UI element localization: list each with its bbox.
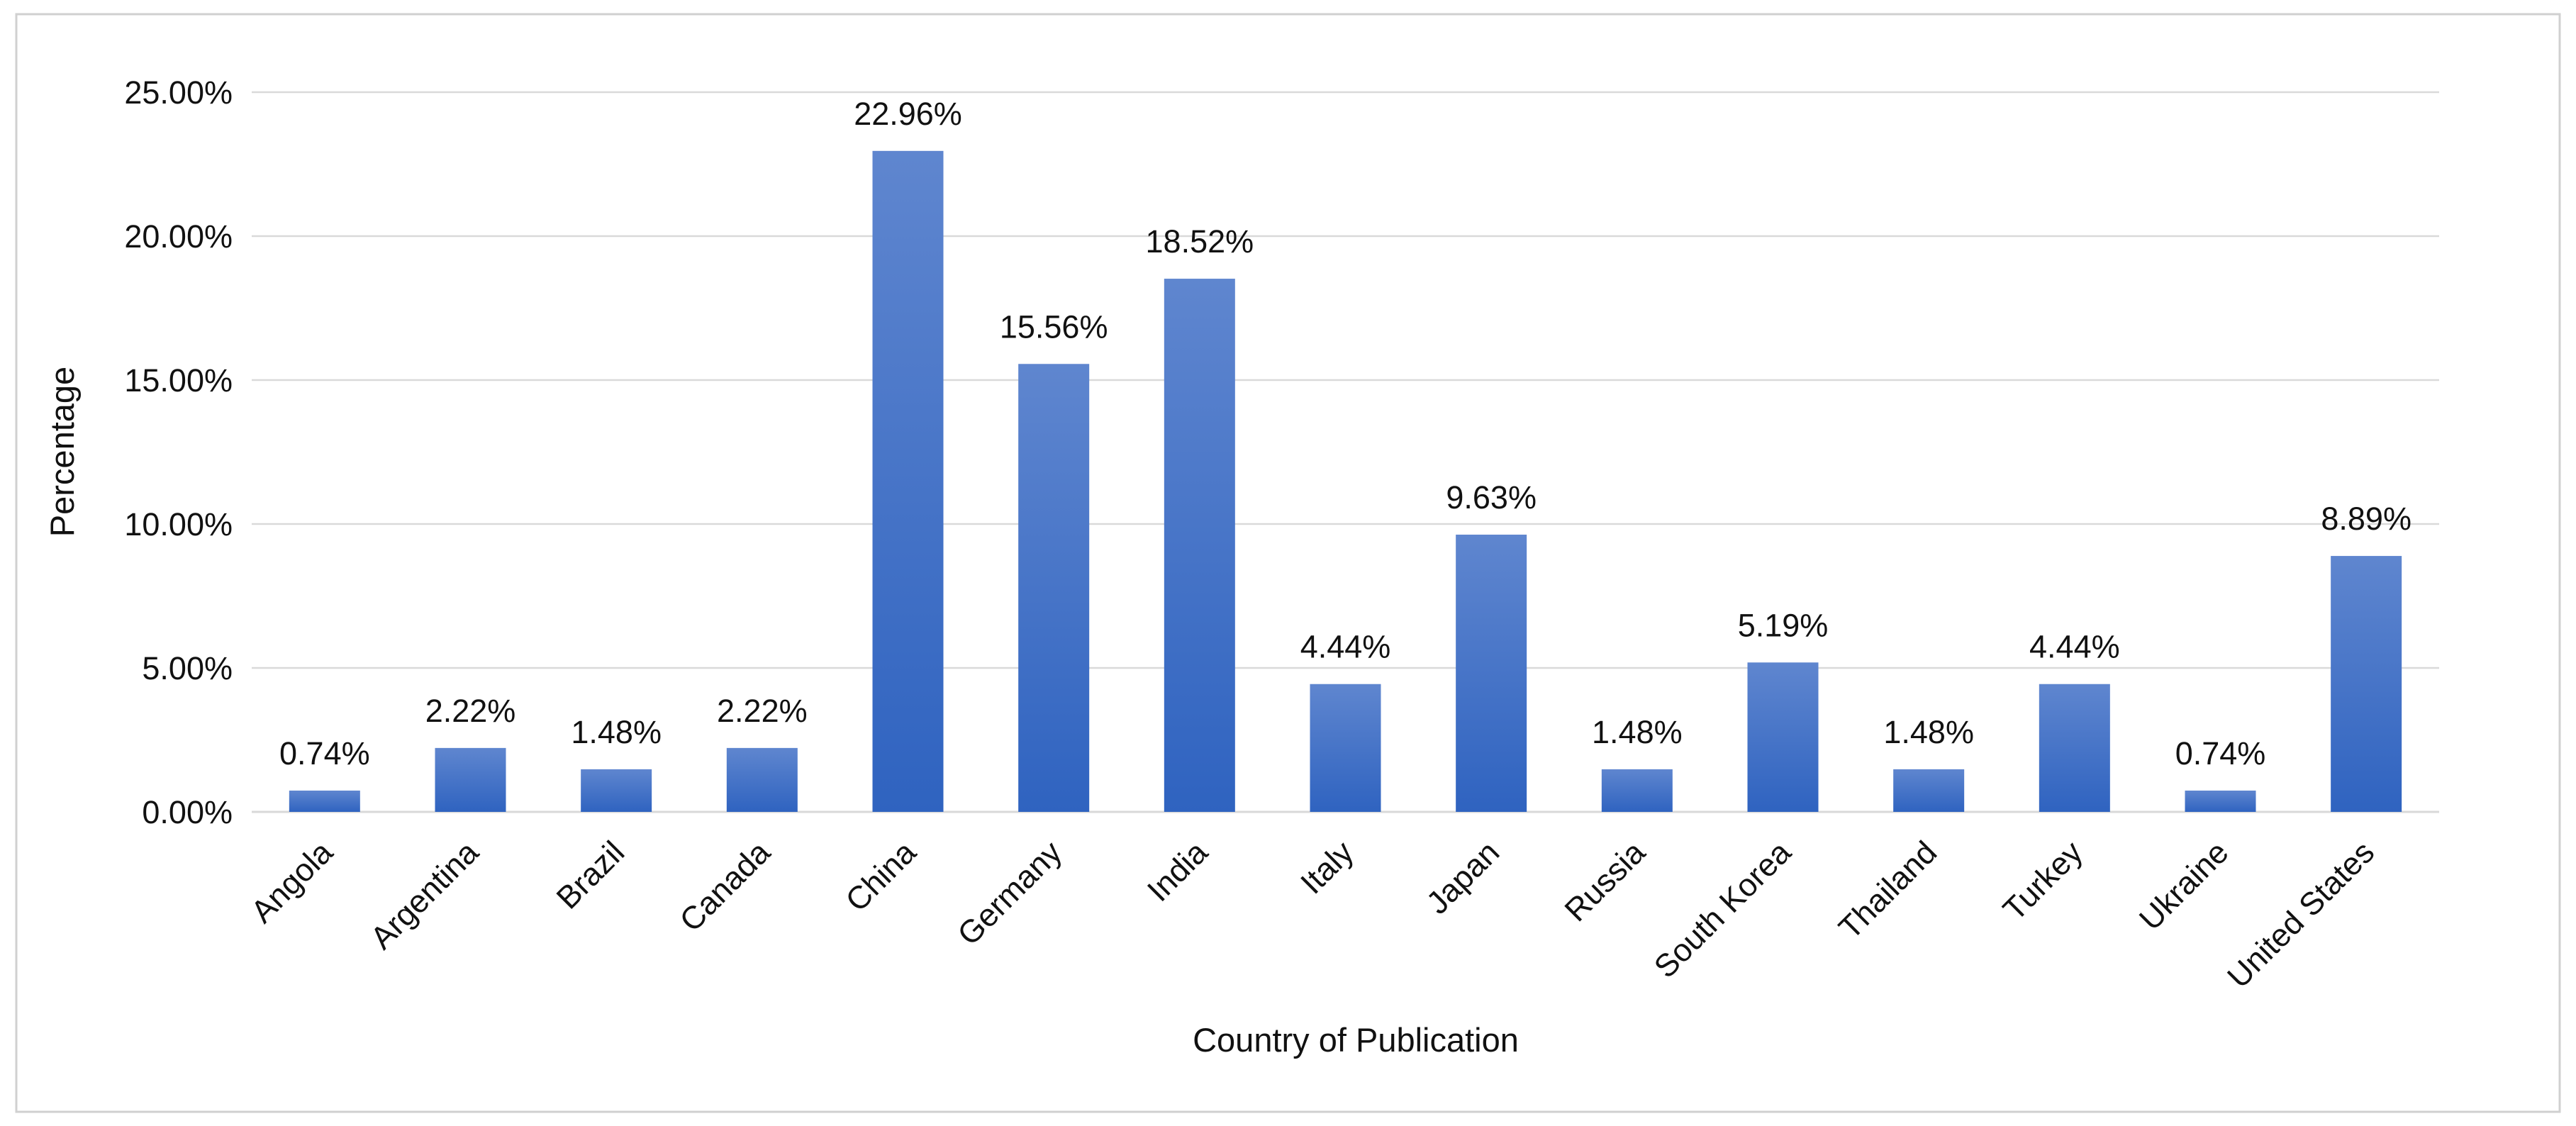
data-label: 8.89% — [2321, 501, 2411, 537]
y-tick-label: 5.00% — [142, 650, 233, 686]
bar-russia — [1601, 769, 1673, 812]
data-label: 9.63% — [1446, 479, 1537, 515]
data-label: 2.22% — [425, 693, 516, 729]
data-label: 1.48% — [1883, 714, 1974, 750]
bar-japan — [1456, 535, 1527, 812]
bar-canada — [726, 747, 798, 812]
bar-thailand — [1893, 769, 1965, 812]
x-axis-title: Country of Publication — [1193, 1021, 1519, 1059]
bar-turkey — [2039, 684, 2110, 812]
bar-ukraine — [2185, 790, 2256, 812]
bar-argentina — [435, 747, 506, 812]
y-tick-label: 20.00% — [124, 218, 233, 255]
bars — [289, 150, 2402, 813]
bar-angola — [289, 790, 360, 812]
data-label: 5.19% — [1738, 607, 1829, 643]
y-axis-title: Percentage — [43, 367, 81, 537]
y-tick-label: 15.00% — [124, 362, 233, 398]
data-label: 0.74% — [279, 735, 370, 771]
y-tick-label: 10.00% — [124, 506, 233, 542]
bar-india — [1164, 279, 1235, 812]
data-label: 2.22% — [717, 693, 808, 729]
bar-germany — [1018, 364, 1090, 812]
data-label: 22.96% — [854, 96, 962, 132]
y-tick-label: 25.00% — [124, 74, 233, 111]
data-label: 18.52% — [1146, 223, 1254, 260]
y-axis-ticks: 0.00% 5.00% 10.00% 15.00% 20.00% 25.00% — [124, 74, 233, 830]
data-labels: 0.74% 2.22% 1.48% 2.22% 22.96% 15.56% 18.52% 4.… — [279, 96, 2411, 771]
chart-border — [15, 13, 2561, 1113]
bar-china — [872, 150, 944, 813]
data-label: 15.56% — [1000, 308, 1108, 345]
bar-italy — [1310, 684, 1381, 812]
y-tick-label: 0.00% — [142, 794, 233, 830]
bar-brazil — [581, 769, 652, 812]
data-label: 4.44% — [1300, 629, 1391, 665]
data-label: 0.74% — [2175, 735, 2266, 771]
bar-south-korea — [1747, 662, 1819, 812]
bar-united-states — [2331, 556, 2402, 812]
data-label: 1.48% — [1592, 714, 1683, 750]
data-label: 4.44% — [2029, 629, 2120, 665]
data-label: 1.48% — [571, 714, 662, 750]
